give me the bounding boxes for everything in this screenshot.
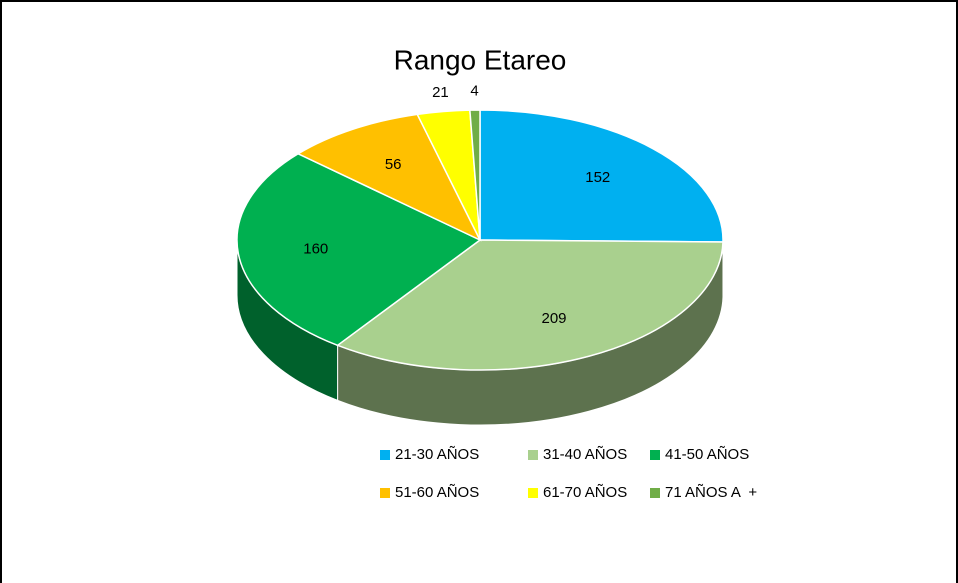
pie-slice [479,109,724,243]
pie-slice [296,113,482,242]
legend-label: 51-60 AÑOS [395,484,479,501]
data-label: 4 [470,83,478,100]
data-label: 152 [585,169,610,186]
legend-swatch [650,450,660,460]
legend-label: 41-50 AÑOS [665,446,749,463]
data-label: 160 [303,241,328,258]
pie-slice [336,239,724,371]
legend-label: 31-40 AÑOS [543,446,627,463]
legend-swatch [650,488,660,498]
pie-slice [469,109,481,241]
legend-swatch [380,488,390,498]
legend-swatch [380,450,390,460]
legend-label: 21-30 AÑOS [395,446,479,463]
legend-swatch [528,488,538,498]
pie-slice [236,152,482,347]
chart-title: Rango Etareo [394,44,567,75]
data-label: 56 [385,156,402,173]
legend-swatch [528,450,538,460]
legend-label: 71 AÑOS A + [665,484,757,501]
data-label: 209 [542,310,567,327]
legend-label: 61-70 AÑOS [543,484,627,501]
data-label: 21 [432,84,449,101]
